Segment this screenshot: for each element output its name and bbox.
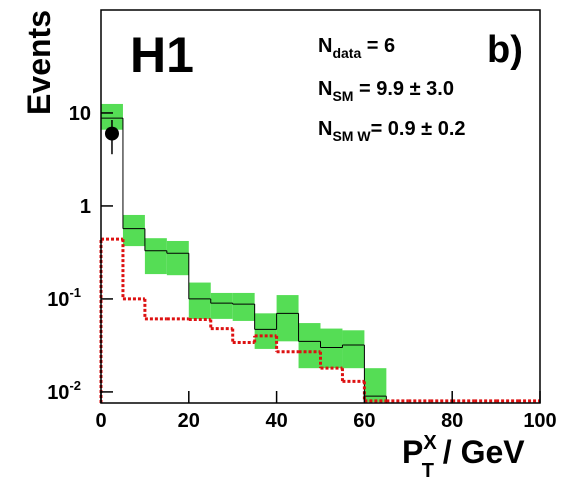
y-tick-base: 10 — [47, 382, 69, 404]
y-tick-label: 10 — [69, 103, 91, 125]
annotation-main: N — [318, 35, 332, 57]
annotation-rest: = 6 — [361, 35, 395, 57]
error-band — [320, 328, 343, 369]
x-tick-label: 100 — [523, 410, 556, 432]
annotation-sub: SM W — [332, 128, 371, 144]
error-band — [232, 292, 255, 321]
error-band — [254, 313, 277, 349]
error-band — [101, 103, 123, 130]
error-band — [188, 282, 211, 319]
annotation: NSM W= 0.9 ± 0.2 — [318, 118, 466, 144]
error-band — [364, 368, 387, 402]
x-tick-label: 0 — [95, 410, 106, 432]
annotation: Ndata = 6 — [318, 35, 395, 61]
y-axis-label: Events — [21, 10, 57, 115]
annotation: NSM = 9.9 ± 3.0 — [318, 78, 454, 104]
annotation-sub: data — [332, 45, 361, 61]
error-band — [210, 292, 233, 319]
error-band — [144, 238, 167, 275]
annotation-rest: = 9.9 ± 3.0 — [353, 78, 454, 100]
error-band — [342, 330, 365, 369]
y-tick-label: 10-1 — [47, 285, 81, 311]
y-tick-label: 1 — [80, 196, 91, 218]
x-tick-label: 60 — [353, 410, 375, 432]
annotation-sub: SM — [332, 88, 353, 104]
error-band — [298, 323, 321, 369]
y-tick-label: 10-2 — [47, 378, 81, 404]
error-band — [166, 240, 189, 276]
experiment-label: H1 — [130, 27, 194, 83]
y-tick-exponent: -1 — [69, 285, 81, 300]
y-tick-exponent: -2 — [69, 378, 81, 393]
annotation-main: N — [318, 78, 332, 100]
error-band — [122, 214, 145, 247]
data-point — [104, 126, 119, 141]
x-label-sup: X — [423, 432, 437, 454]
annotation-main: N — [318, 118, 332, 140]
x-label-main: P — [402, 434, 423, 470]
x-tick-label: 80 — [441, 410, 463, 432]
x-axis-label: PX T / GeV — [402, 432, 525, 482]
error-band — [276, 295, 299, 342]
x-tick-label: 40 — [265, 410, 287, 432]
annotation-rest: = 0.9 ± 0.2 — [371, 118, 466, 140]
panel-label: b) — [487, 29, 523, 71]
x-tick-label: 20 — [178, 410, 200, 432]
x-label-sub: T — [422, 460, 434, 482]
y-tick-base: 10 — [47, 289, 69, 311]
x-label-rest: / GeV — [434, 434, 525, 470]
